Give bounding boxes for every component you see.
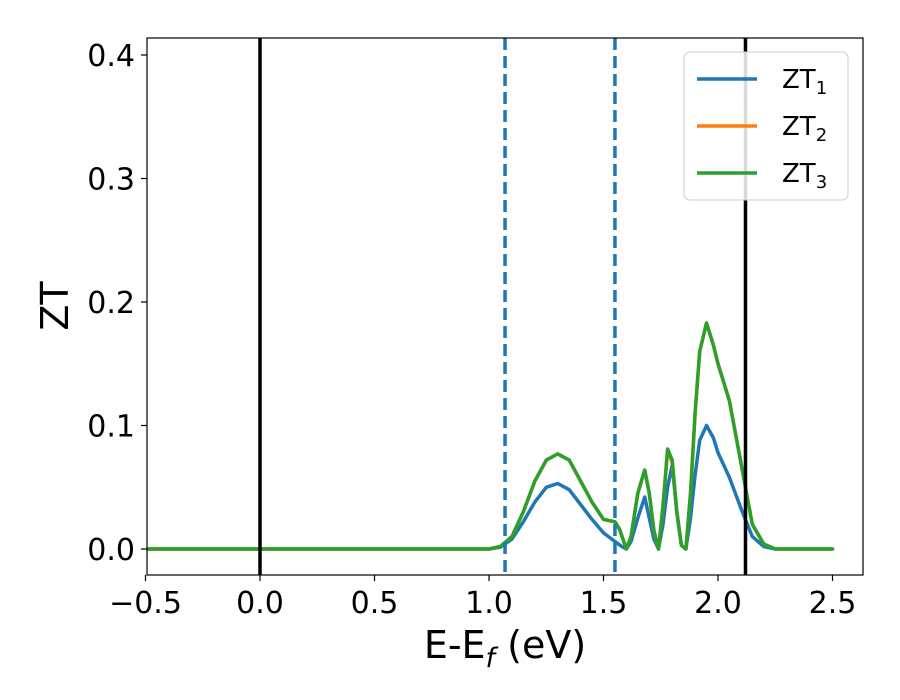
- series-line-2: [147, 321, 835, 551]
- y-axis: 0.0 0.1 0.2 0.3 0.4: [87, 39, 147, 568]
- y-tick-label: 0.3: [87, 163, 135, 198]
- x-axis-label: E-Ef (eV): [424, 623, 586, 674]
- plot-frame: [146, 37, 864, 576]
- series-layer: [147, 321, 835, 551]
- x-tick-label: 2.0: [694, 586, 742, 621]
- legend-box: [683, 51, 849, 201]
- x-axis: −0.5 0.0 0.5 1.0 1.5 2.0 2.5: [109, 575, 856, 621]
- y-tick-label: 0.0: [87, 533, 135, 568]
- legend-label-3: ZT3: [782, 159, 827, 193]
- vline-layer: [258, 38, 748, 575]
- y-tick-label: 0.1: [87, 410, 135, 445]
- x-tick-label: 0.5: [351, 586, 399, 621]
- legend-label-2: ZT2: [782, 112, 827, 146]
- x-tick-label: 0.0: [236, 586, 284, 621]
- series-line-1: [147, 423, 835, 551]
- y-tick-label: 0.4: [87, 39, 135, 74]
- x-tick-label: −0.5: [109, 586, 182, 621]
- legend: ZT1 ZT2 ZT3: [683, 51, 849, 201]
- x-axis-label-main: E-E: [424, 623, 486, 667]
- x-tick-label: 1.0: [465, 586, 513, 621]
- legend-label-1: ZT1: [782, 65, 827, 99]
- y-tick-label: 0.2: [87, 286, 135, 321]
- y-axis-label: ZT: [33, 281, 77, 331]
- x-tick-label: 2.5: [809, 586, 857, 621]
- x-axis-label-unit: (eV): [495, 623, 586, 667]
- legend-entries: ZT1 ZT2 ZT3: [697, 65, 827, 193]
- x-tick-label: 1.5: [580, 586, 628, 621]
- series-line-3: [147, 321, 835, 551]
